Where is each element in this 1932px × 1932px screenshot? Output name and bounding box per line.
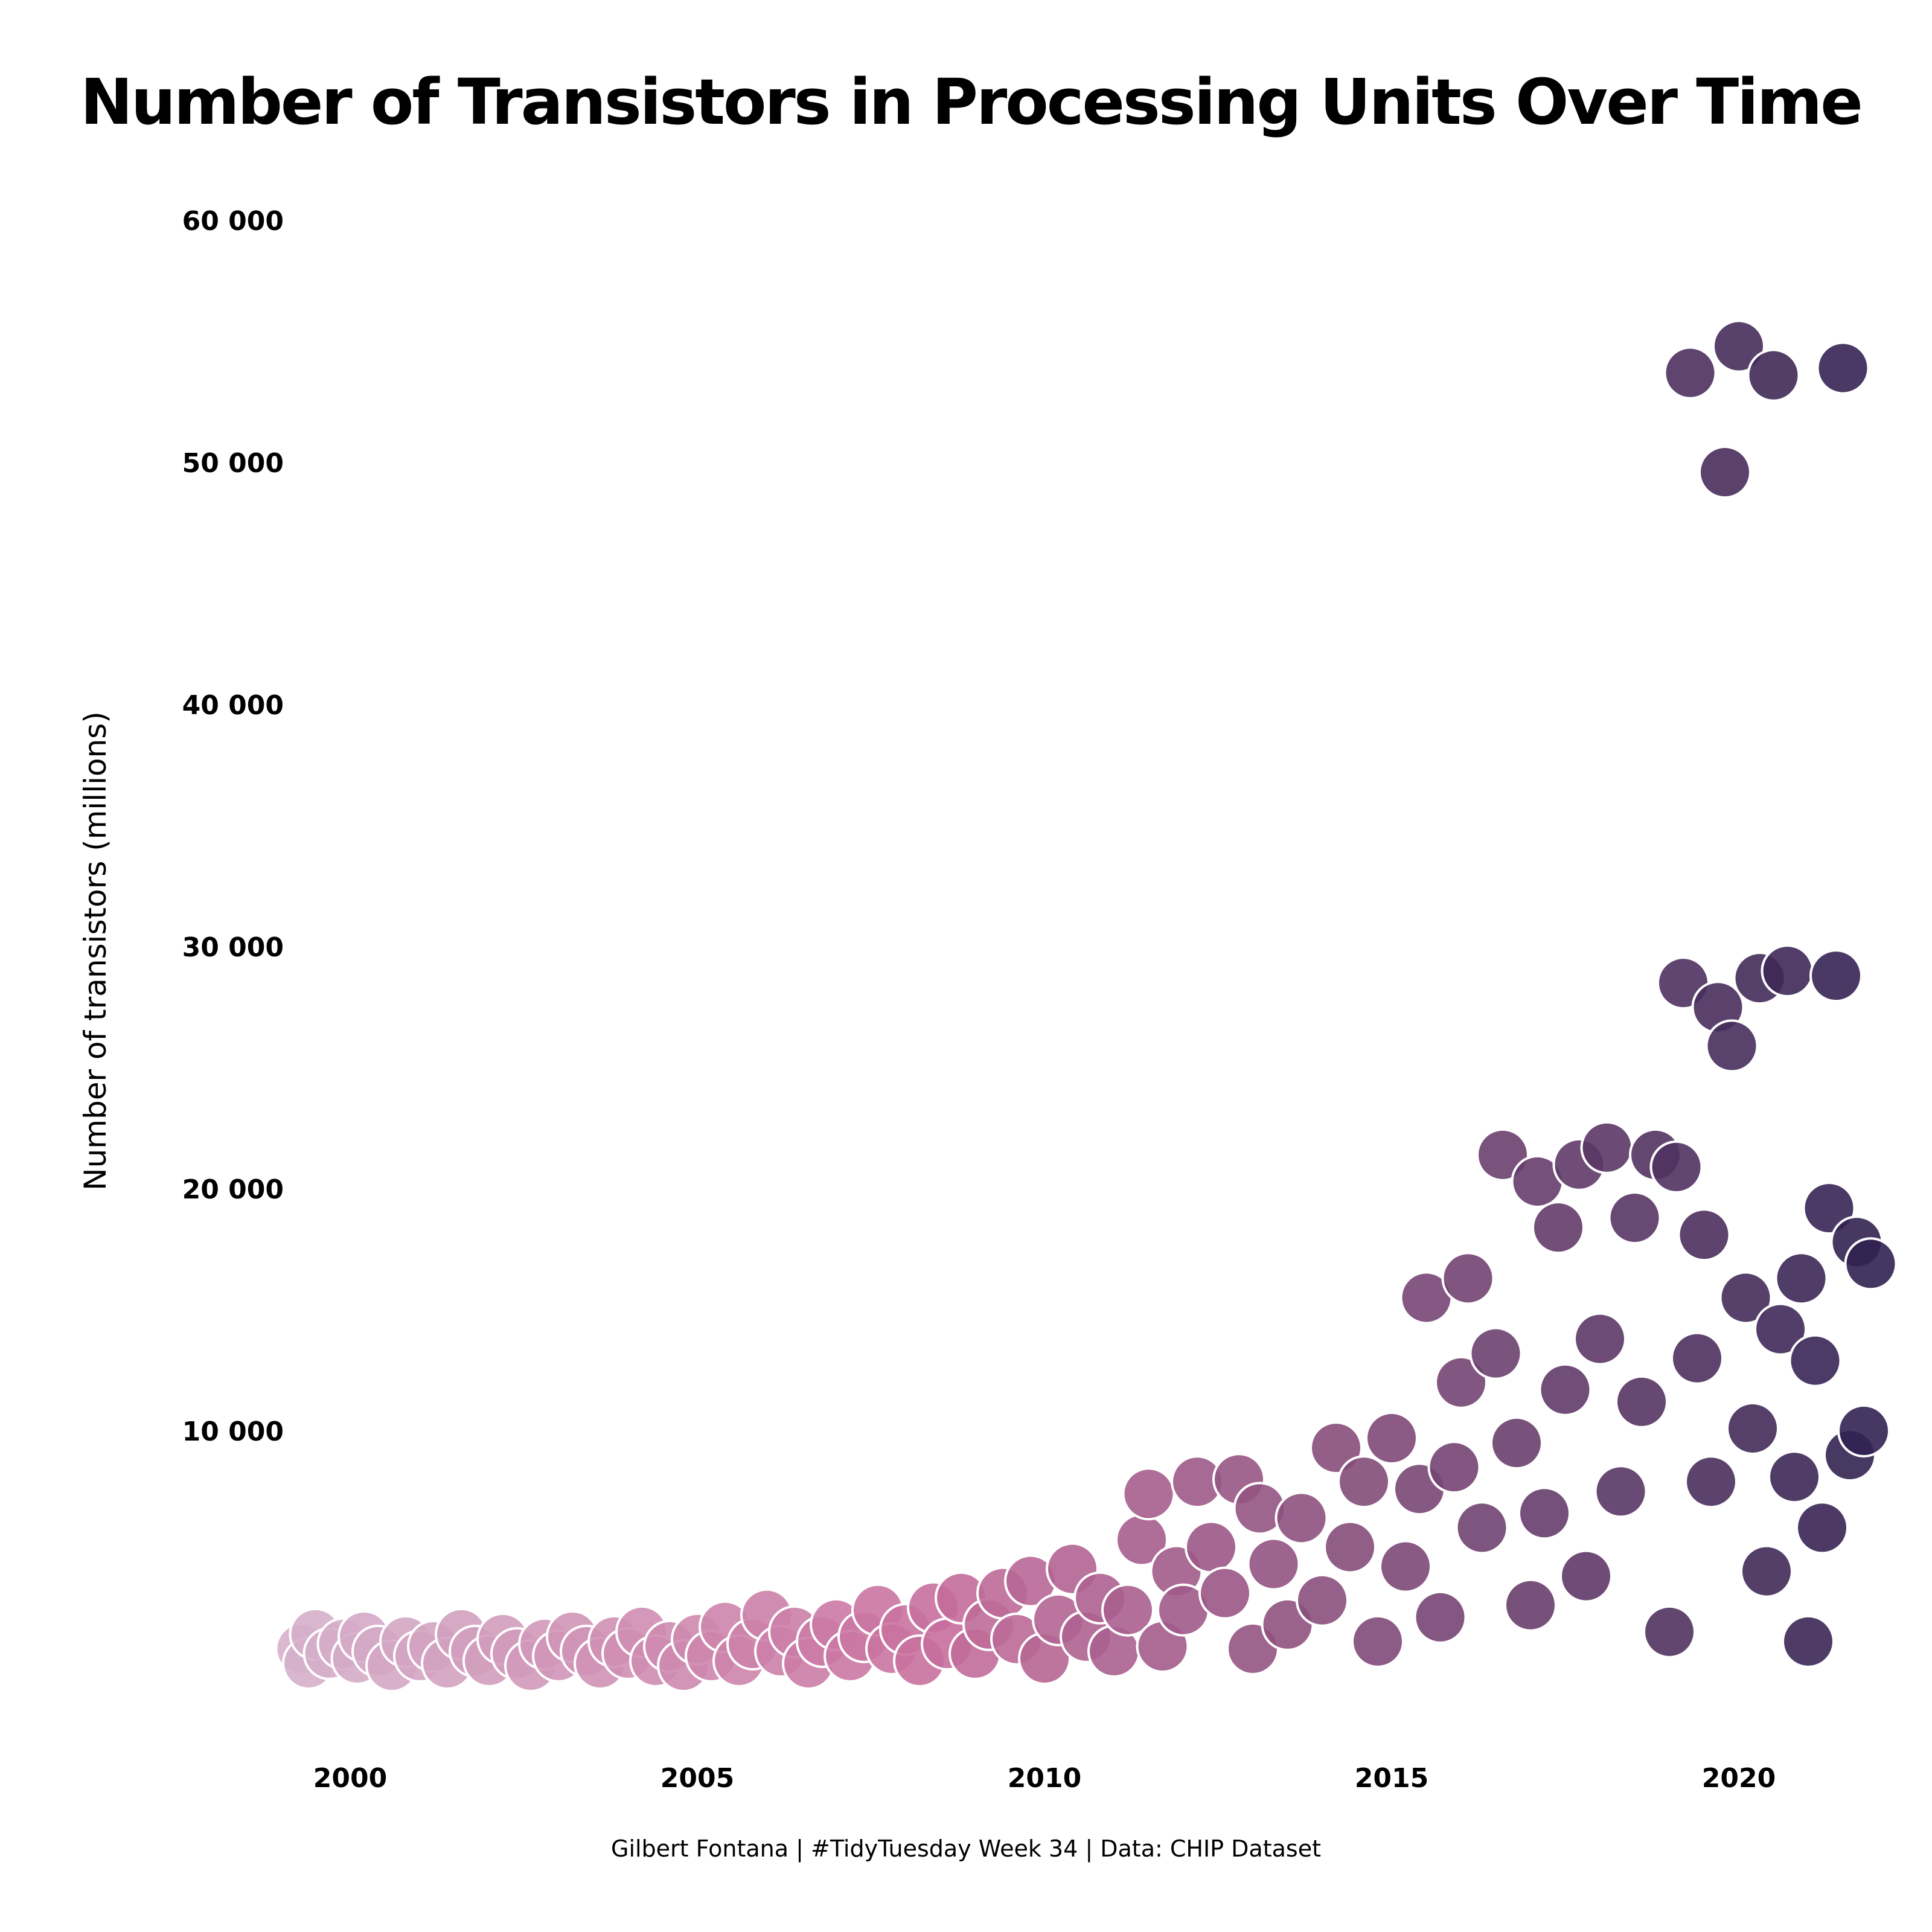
x-tick-label: 2015: [1355, 1763, 1428, 1794]
data-point: [1198, 1566, 1252, 1620]
data-point: [1719, 1271, 1773, 1325]
data-point: [1455, 1501, 1509, 1555]
points-layer: [275, 319, 1898, 1692]
data-point: [1275, 1491, 1328, 1545]
y-tick-label: 60 000: [182, 206, 284, 237]
x-tick-label: 2020: [1702, 1763, 1776, 1794]
data-point: [1296, 1573, 1349, 1627]
data-point: [1538, 1363, 1592, 1416]
y-tick-label: 30 000: [182, 932, 284, 963]
data-point: [1649, 1140, 1703, 1194]
data-point: [1427, 1441, 1481, 1494]
data-point: [1663, 346, 1717, 400]
data-point: [1643, 1605, 1696, 1659]
data-point: [1504, 1578, 1557, 1632]
data-point: [1559, 1549, 1613, 1603]
data-point: [1671, 1331, 1724, 1385]
data-point: [1379, 1540, 1432, 1593]
y-tick-label: 40 000: [182, 690, 284, 721]
x-tick-label: 2005: [661, 1763, 734, 1794]
data-point: [1844, 1237, 1898, 1291]
data-point: [1435, 1355, 1488, 1409]
data-point: [1580, 1121, 1634, 1174]
data-point: [1518, 1486, 1571, 1540]
y-tick-label: 50 000: [182, 448, 284, 479]
data-point: [1754, 1302, 1807, 1356]
data-point: [1101, 1583, 1154, 1637]
data-point: [1698, 446, 1751, 499]
data-point: [1573, 1312, 1627, 1366]
data-point: [1351, 1614, 1404, 1668]
data-point: [1712, 319, 1765, 373]
x-tick-label: 2000: [313, 1763, 387, 1794]
chart-title: Number of Transistors in Processing Unit…: [80, 65, 1863, 139]
data-point: [1594, 1465, 1648, 1518]
y-axis-ticks: 10 000 20 000 30 000 40 000 50 000 60 000: [182, 206, 284, 1447]
y-axis-label: Number of transistors (millions): [78, 711, 113, 1191]
data-point: [1816, 341, 1870, 395]
data-point: [1768, 1450, 1821, 1504]
data-point: [1747, 348, 1800, 402]
data-point: [1615, 1375, 1668, 1428]
data-point: [1774, 1252, 1828, 1305]
data-point: [1490, 1416, 1543, 1470]
x-tick-label: 2010: [1008, 1763, 1081, 1794]
data-point: [1761, 944, 1814, 998]
data-point: [1788, 1334, 1842, 1387]
data-point: [1608, 1191, 1662, 1245]
y-tick-label: 20 000: [182, 1174, 284, 1205]
data-point: [1337, 1455, 1390, 1509]
data-point: [1809, 949, 1863, 1003]
data-point: [1247, 1537, 1300, 1591]
data-point: [1122, 1467, 1176, 1521]
data-point: [1323, 1520, 1377, 1574]
data-point: [1365, 1412, 1418, 1465]
data-point: [1726, 1401, 1779, 1455]
data-point: [1532, 1201, 1585, 1255]
data-point: [1677, 1208, 1731, 1262]
x-axis-ticks: 2000 2005 2010 2015 2020: [313, 1763, 1776, 1794]
data-point: [1469, 1326, 1523, 1380]
data-point: [1796, 1501, 1849, 1555]
data-point: [1740, 1544, 1793, 1598]
y-tick-label: 10 000: [182, 1416, 284, 1447]
data-point: [1837, 1404, 1890, 1457]
data-point: [1705, 1019, 1759, 1073]
data-point: [1441, 1252, 1495, 1305]
data-point: [1782, 1614, 1835, 1668]
data-point: [1413, 1590, 1467, 1644]
data-point: [1684, 1455, 1738, 1509]
data-point: [1185, 1520, 1238, 1574]
caption: Gilbert Fontana | #TidyTuesday Week 34 |…: [611, 1835, 1321, 1862]
